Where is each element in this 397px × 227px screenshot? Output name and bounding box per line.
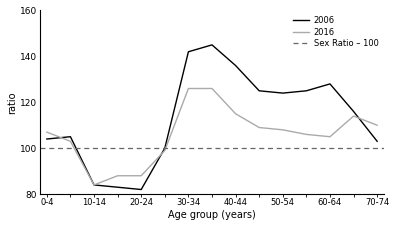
2006 xyxy=(280,92,285,94)
2006 xyxy=(68,135,73,138)
Line: 2006: 2006 xyxy=(47,45,377,190)
2016 xyxy=(257,126,262,129)
2006 xyxy=(351,110,356,113)
2006 xyxy=(92,184,96,186)
2006 xyxy=(304,89,309,92)
2016 xyxy=(44,131,49,133)
2016 xyxy=(92,184,96,186)
Y-axis label: ratio: ratio xyxy=(7,91,17,114)
2016 xyxy=(210,87,214,90)
2006 xyxy=(44,138,49,140)
Legend: 2006, 2016, Sex Ratio – 100: 2006, 2016, Sex Ratio – 100 xyxy=(291,15,380,50)
2016 xyxy=(280,128,285,131)
2006 xyxy=(186,50,191,53)
2006 xyxy=(162,147,167,150)
2006 xyxy=(257,89,262,92)
2016 xyxy=(351,115,356,117)
2016 xyxy=(139,174,144,177)
Sex Ratio – 100 xyxy=(44,147,49,150)
2016 xyxy=(375,124,380,127)
2016 xyxy=(233,112,238,115)
2016 xyxy=(162,149,167,152)
2006 xyxy=(210,44,214,46)
X-axis label: Age group (years): Age group (years) xyxy=(168,210,256,220)
2016 xyxy=(328,135,332,138)
2006 xyxy=(375,140,380,143)
2006 xyxy=(115,186,120,189)
2016 xyxy=(68,140,73,143)
2016 xyxy=(186,87,191,90)
Sex Ratio – 100 xyxy=(68,147,73,150)
2006 xyxy=(233,64,238,67)
Line: 2016: 2016 xyxy=(47,89,377,185)
2006 xyxy=(139,188,144,191)
2016 xyxy=(304,133,309,136)
2016 xyxy=(115,174,120,177)
2006 xyxy=(328,83,332,85)
